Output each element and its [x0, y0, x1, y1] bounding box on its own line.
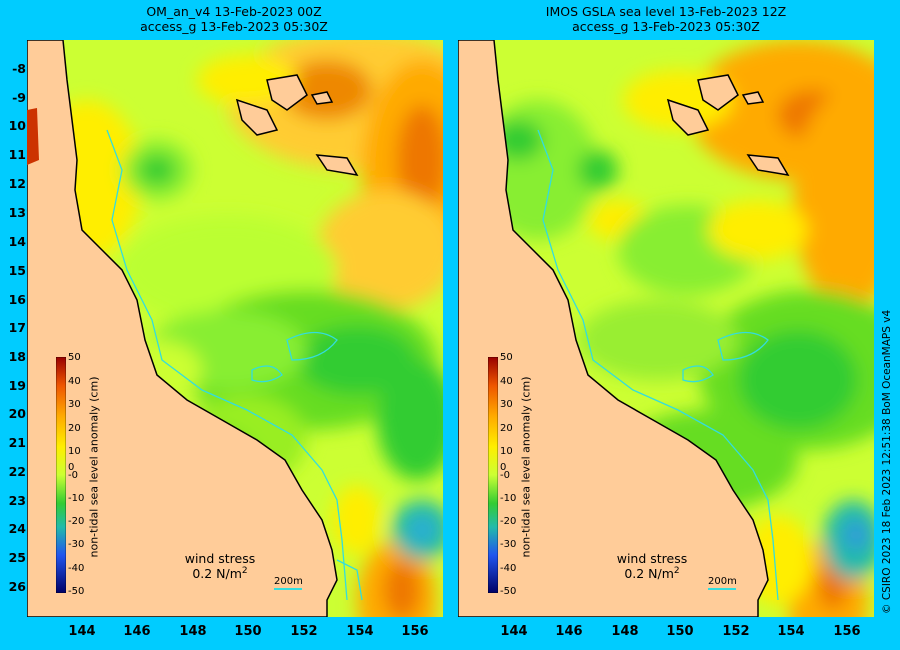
left-map-title: OM_an_v4 13-Feb-2023 00Z access_g 13-Feb…: [30, 4, 438, 34]
right-depth-scale-label: 200m: [708, 576, 737, 587]
right-sea-level-map: [458, 40, 874, 617]
lat-tick: 21: [8, 435, 26, 450]
wind-stress-label: wind stress: [616, 551, 688, 566]
cb-tick: 0: [500, 462, 507, 473]
cb-tick: 20: [500, 423, 513, 434]
lon-tick: 150: [666, 624, 694, 639]
right-map-canvas: [458, 40, 874, 617]
lon-tick: 146: [123, 624, 151, 639]
lat-tick: 12: [8, 176, 26, 191]
right-colorbar-gradient: [488, 357, 498, 593]
right-wind-stress-legend: wind stress 0.2 N/m2: [602, 551, 702, 581]
wind-stress-superscript: 2: [673, 566, 680, 576]
left-depth-scale-line: [274, 588, 302, 590]
cb-tick: -50: [68, 586, 85, 597]
cb-tick: -30: [500, 539, 517, 550]
lon-tick: 152: [722, 624, 750, 639]
cb-tick: -20: [500, 516, 517, 527]
wind-stress-label: wind stress: [184, 551, 256, 566]
cb-tick: 10: [68, 446, 81, 457]
cb-tick: -0: [68, 470, 78, 481]
wind-stress-value: 0.2 N/m: [624, 566, 674, 582]
lat-tick: 26: [8, 579, 26, 594]
lat-tick: 24: [8, 521, 26, 536]
lat-tick: 15: [8, 263, 26, 278]
left-title-line1: OM_an_v4 13-Feb-2023 00Z: [146, 4, 322, 19]
cb-tick: 10: [500, 446, 513, 457]
lat-tick: 20: [8, 406, 26, 421]
cb-tick: 50: [500, 352, 513, 363]
lon-tick: 144: [500, 624, 528, 639]
wind-stress-value-line: 0.2 N/m2: [602, 566, 702, 581]
lat-tick: 25: [8, 550, 26, 565]
lon-tick: 156: [833, 624, 861, 639]
left-colorbar-gradient: [56, 357, 66, 593]
lat-tick: 17: [8, 320, 26, 335]
cb-tick: -40: [68, 563, 85, 574]
right-title-line1: IMOS GSLA sea level 13-Feb-2023 12Z: [545, 4, 787, 19]
left-depth-scale-label: 200m: [274, 576, 303, 587]
lon-tick: 146: [555, 624, 583, 639]
lon-tick: 154: [346, 624, 374, 639]
lon-tick: 148: [179, 624, 207, 639]
wind-stress-value: 0.2 N/m: [192, 566, 242, 582]
cb-tick: 20: [68, 423, 81, 434]
right-depth-scale-line: [708, 588, 736, 590]
cb-tick: -50: [500, 586, 517, 597]
left-map-canvas: [27, 40, 443, 617]
colorbar-label: non-tidal sea level anomaly (cm): [87, 376, 101, 558]
lat-tick: 19: [8, 378, 26, 393]
lat-tick: 14: [8, 234, 26, 249]
cb-tick: -20: [68, 516, 85, 527]
lat-tick: 23: [8, 493, 26, 508]
left-wind-stress-legend: wind stress 0.2 N/m2: [170, 551, 270, 581]
colorbar-label: non-tidal sea level anomaly (cm): [519, 376, 533, 558]
cb-tick: 40: [500, 376, 513, 387]
lat-tick: -8: [12, 61, 26, 76]
credit-text: © CSIRO 2023 18 Feb 2023 12:51:38 BoM Oc…: [881, 309, 893, 614]
lon-tick: 156: [401, 624, 429, 639]
left-sea-level-map: [27, 40, 443, 617]
left-title-line2: access_g 13-Feb-2023 05:30Z: [140, 19, 328, 34]
lat-tick: 18: [8, 349, 26, 364]
lon-tick: 150: [234, 624, 262, 639]
cb-tick: -40: [500, 563, 517, 574]
lat-tick: 13: [8, 205, 26, 220]
cb-tick: -10: [68, 493, 85, 504]
lat-tick: -9: [12, 90, 26, 105]
lon-tick: 148: [611, 624, 639, 639]
wind-stress-value-line: 0.2 N/m2: [170, 566, 270, 581]
lon-tick: 144: [68, 624, 96, 639]
right-title-line2: access_g 13-Feb-2023 05:30Z: [572, 19, 760, 34]
lat-tick: 10: [8, 118, 26, 133]
lat-tick: 22: [8, 464, 26, 479]
lat-tick: 16: [8, 292, 26, 307]
wind-stress-superscript: 2: [241, 566, 248, 576]
lon-tick: 152: [290, 624, 318, 639]
right-map-title: IMOS GSLA sea level 13-Feb-2023 12Z acce…: [458, 4, 874, 34]
cb-tick: -10: [500, 493, 517, 504]
cb-tick: 0: [68, 462, 75, 473]
cb-tick: -0: [500, 470, 510, 481]
cb-tick: 50: [68, 352, 81, 363]
cb-tick: 30: [68, 399, 81, 410]
lon-tick: 154: [777, 624, 805, 639]
cb-tick: 30: [500, 399, 513, 410]
cb-tick: -30: [68, 539, 85, 550]
cb-tick: 40: [68, 376, 81, 387]
lat-tick: 11: [8, 147, 26, 162]
